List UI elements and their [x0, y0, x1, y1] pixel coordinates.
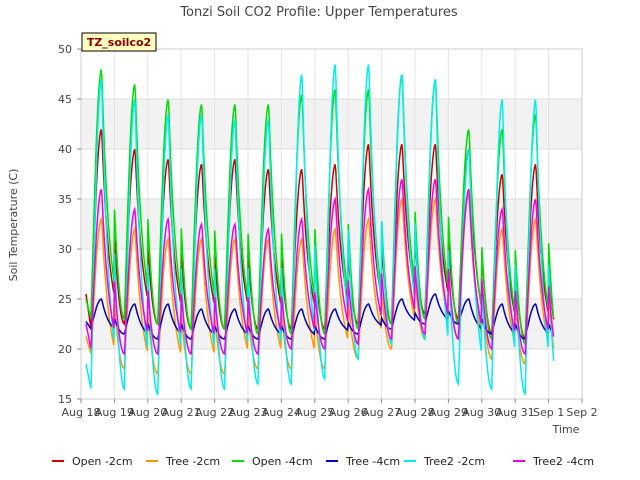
y-tick-label: 45 — [58, 93, 72, 106]
y-tick-label: 15 — [58, 393, 72, 406]
x-tick-label: Aug 23 — [229, 406, 268, 419]
legend-label-open-4cm: Open -4cm — [252, 455, 313, 468]
legend-label-tree-2cm: Tree -2cm — [165, 455, 220, 468]
x-tick-label: Sep 2 — [566, 406, 597, 419]
grid-band — [81, 299, 582, 349]
x-tick-label: Aug 28 — [396, 406, 435, 419]
badge-label: TZ_soilco2 — [87, 36, 151, 49]
y-tick-label: 40 — [58, 143, 72, 156]
x-tick-label: Sep 1 — [533, 406, 564, 419]
legend-label-tree2-4cm: Tree2 -4cm — [532, 455, 594, 468]
plot-border — [80, 48, 583, 400]
x-tick-label: Aug 27 — [362, 406, 401, 419]
legend: Open -2cm Tree -2cm Open -4cm Tree -4cm Tree… — [52, 455, 594, 468]
x-tick-label: Aug 25 — [295, 406, 334, 419]
x-axis-label: Time — [552, 423, 580, 436]
series-line-tree2-2cm — [85, 64, 555, 397]
x-tick-label: Aug 21 — [162, 406, 201, 419]
x-tick-label: Aug 20 — [128, 406, 167, 419]
badge-box — [81, 32, 157, 52]
y-tick-label: 50 — [58, 43, 72, 56]
badge: TZ_soilco2 — [81, 32, 157, 52]
x-tick-label: Aug 29 — [429, 406, 468, 419]
legend-label-tree-4cm: Tree -4cm — [345, 455, 400, 468]
y-axis-label: Soil Temperature (C) — [7, 169, 20, 282]
x-tick-label: Aug 30 — [462, 406, 501, 419]
plot-frame — [80, 48, 583, 400]
x-tick-label: Aug 18 — [62, 406, 101, 419]
y-tick-label: 30 — [58, 243, 72, 256]
x-tick-label: Aug 22 — [195, 406, 234, 419]
x-tick-label: Aug 24 — [262, 406, 301, 419]
y-tick-label: 20 — [58, 343, 72, 356]
series-line-open-4cm — [85, 69, 555, 346]
y-axis-ticks: 15 20 25 30 35 40 45 50 — [58, 43, 81, 406]
y-tick-label: 35 — [58, 193, 72, 206]
legend-label-open-2cm: Open -2cm — [72, 455, 133, 468]
legend-label-tree2-2cm: Tree2 -2cm — [423, 455, 485, 468]
x-tick-label: Aug 31 — [496, 406, 535, 419]
x-tick-label: Aug 19 — [95, 406, 134, 419]
x-tick-label: Aug 26 — [329, 406, 368, 419]
chart-title: Tonzi Soil CO2 Profile: Upper Temperatur… — [179, 5, 458, 20]
series-lines — [85, 64, 555, 397]
series-line-tree2-4cm — [85, 179, 555, 356]
y-tick-label: 25 — [58, 293, 72, 306]
